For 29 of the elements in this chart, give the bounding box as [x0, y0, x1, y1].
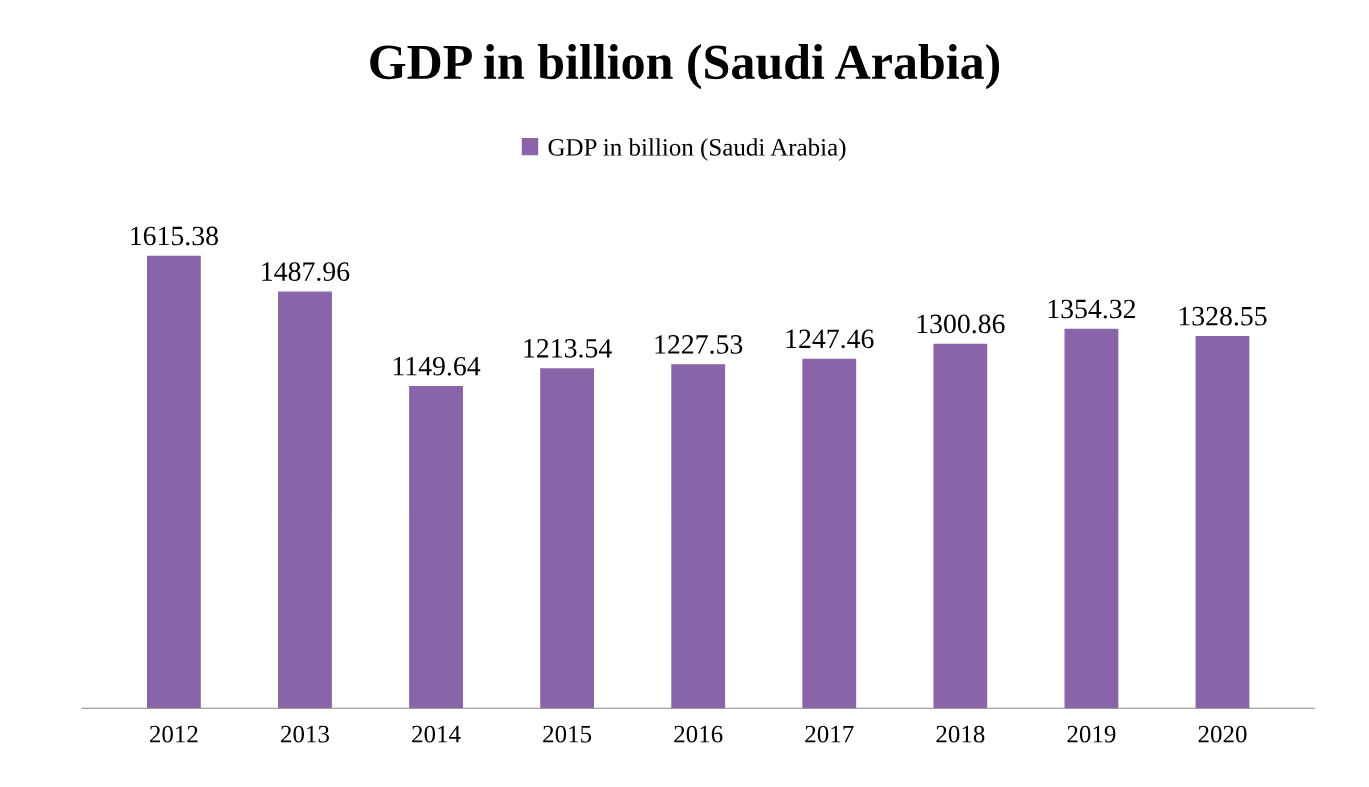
bar: [409, 386, 463, 709]
x-tick-label: 2019: [1067, 725, 1116, 743]
x-tick-label: 2018: [936, 725, 985, 743]
data-label: 1247.46: [786, 329, 874, 349]
x-tick-label: 2012: [149, 725, 198, 743]
legend-label: GDP in billion (Saudi Arabia): [548, 138, 846, 161]
data-label: 1354.32: [1048, 299, 1136, 319]
chart-title: GDP in billion (Saudi Arabia): [370, 44, 1000, 90]
bar: [146, 255, 201, 709]
bar: [278, 291, 332, 709]
bar: [933, 343, 988, 709]
data-label: 1328.55: [1179, 306, 1267, 326]
x-tick-label: 2017: [805, 725, 854, 743]
data-label: 1300.86: [917, 314, 1005, 334]
data-label: 1149.64: [393, 356, 481, 376]
x-tick-label: 2014: [412, 725, 461, 743]
data-label: 1227.53: [655, 335, 743, 354]
bar: [540, 368, 595, 709]
x-tick-label: 2013: [281, 725, 329, 743]
data-label: 1615.38: [131, 226, 218, 246]
x-tick-label: 2020: [1198, 725, 1247, 743]
bar: [802, 358, 857, 709]
x-tick-label: 2015: [543, 725, 592, 743]
data-label: 1487.96: [262, 262, 350, 282]
bar: [671, 364, 726, 709]
data-label: 1213.54: [524, 339, 612, 358]
x-tick-label: 2016: [674, 725, 723, 743]
bar: [1064, 328, 1119, 709]
bar: [1195, 336, 1250, 709]
